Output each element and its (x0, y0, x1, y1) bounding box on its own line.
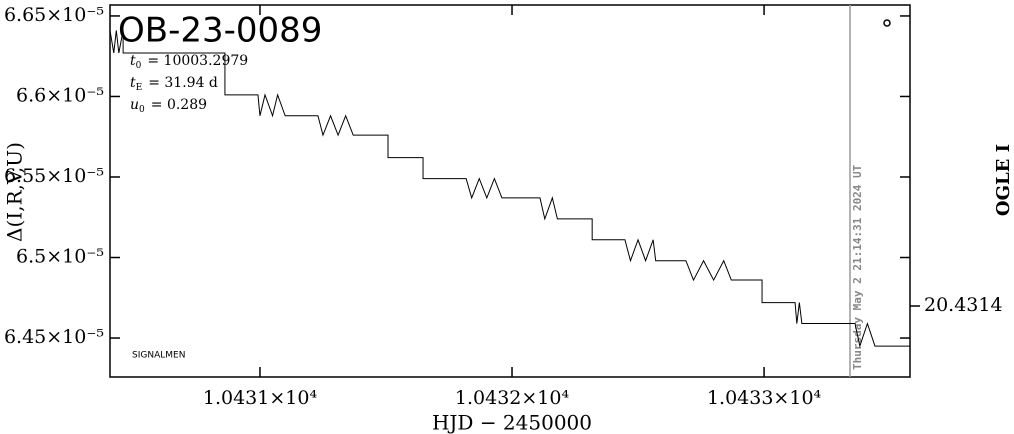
x-tick-label: 1.0433×10⁴ (707, 387, 822, 409)
y-tick-label: 6.65×10⁻⁵ (4, 4, 104, 26)
y-tick-label: 6.5×10⁻⁵ (16, 246, 104, 268)
param-value: = 0.289 (151, 97, 207, 113)
param-symbol: u (130, 97, 139, 113)
y-axis-label: Δ(I,R,V,U) (3, 142, 27, 242)
plot-frame (109, 4, 911, 378)
data-line (109, 30, 910, 348)
y2-axis-label: OGLE I (993, 144, 1014, 216)
param-subscript: 0 (139, 105, 145, 115)
parameter: tE = 31.94 d (130, 75, 218, 93)
now-label: Thursday May 2 21:14:31 2024 UT (851, 164, 864, 370)
chart-title: OB-23-0089 (118, 11, 322, 51)
x-tick-label: 1.0431×10⁴ (203, 387, 318, 409)
y-tick-label: 6.55×10⁻⁵ (4, 165, 104, 187)
y-tick-label: 6.6×10⁻⁵ (16, 84, 104, 106)
parameter: u0 = 0.289 (130, 97, 207, 115)
param-symbol: t (130, 53, 136, 69)
parameter: t0 = 10003.2979 (130, 53, 248, 71)
symbol (883, 19, 891, 27)
param-subscript: E (136, 83, 143, 93)
x-tick-label: 1.0432×10⁴ (455, 387, 570, 409)
param-symbol: t (130, 75, 136, 91)
footnote: SIGNALMEN (132, 351, 185, 361)
param-value: = 31.94 d (148, 75, 218, 91)
y2-tick-label: 20.4314 (924, 294, 1003, 316)
param-subscript: 0 (136, 61, 142, 71)
param-value: = 10003.2979 (147, 53, 248, 69)
y-tick-label: 6.45×10⁻⁵ (4, 326, 104, 348)
x-axis-label: HJD − 2450000 (432, 411, 592, 434)
